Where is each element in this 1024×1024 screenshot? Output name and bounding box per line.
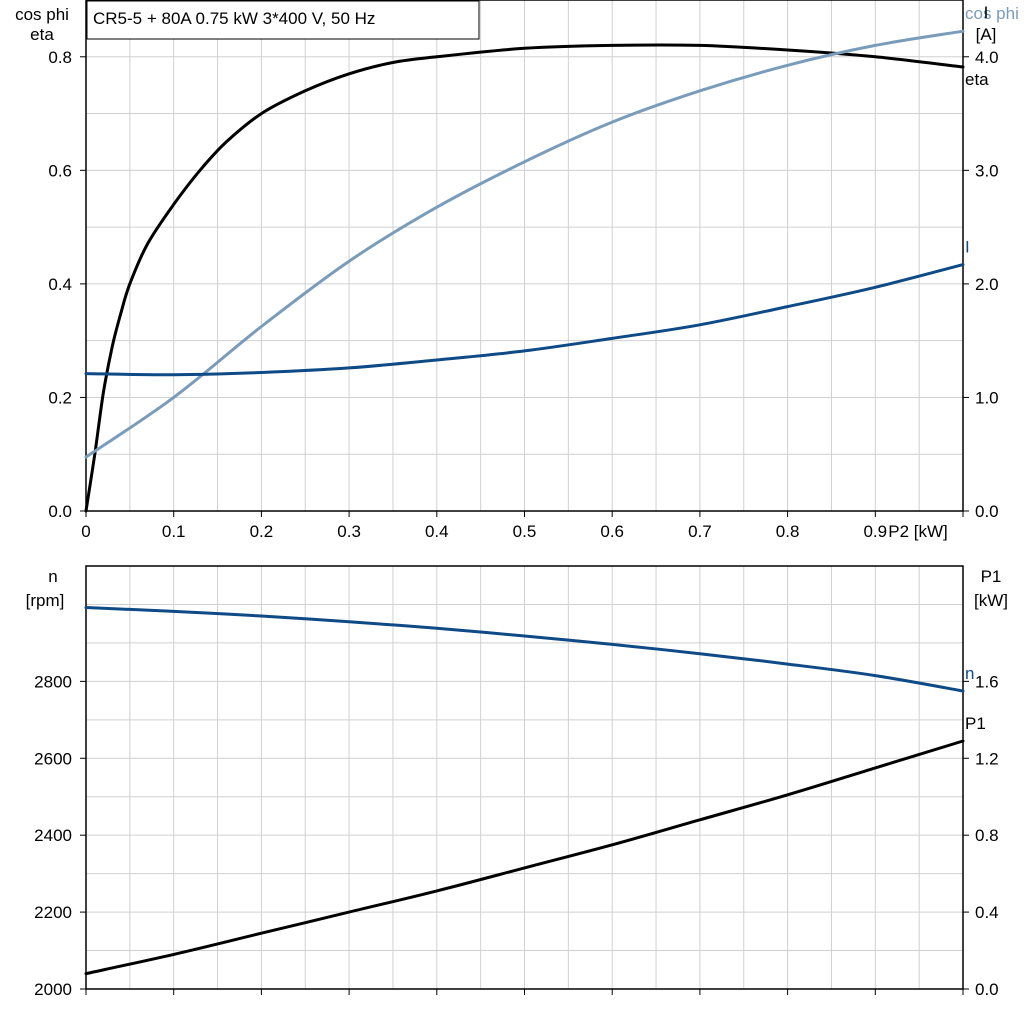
- series-label-i: I: [965, 238, 970, 257]
- right-tick-label: 0.0: [975, 502, 999, 521]
- top-panel-grid: [86, 0, 963, 511]
- right-tick-label: 0.4: [975, 903, 999, 922]
- right-tick-label: 0.0: [975, 980, 999, 999]
- right-tick-label: 2.0: [975, 275, 999, 294]
- left-tick-label: 0.8: [48, 48, 72, 67]
- bottom-panel-grid: [86, 566, 963, 989]
- curve-eta: [84, 43, 965, 513]
- bottom-left-axis-label-2: [rpm]: [26, 591, 65, 610]
- curve-cos-phi: [84, 29, 965, 459]
- bottom-right-axis-label-2: [kW]: [974, 591, 1008, 610]
- x-tick-label: 0.2: [250, 522, 274, 541]
- left-tick-label: 0.2: [48, 388, 72, 407]
- left-tick-label: 0.4: [48, 275, 72, 294]
- left-tick-label: 0.6: [48, 161, 72, 180]
- series-label-cos-phi: cos phi: [965, 4, 1019, 23]
- right-tick-label: 0.8: [975, 826, 999, 845]
- curve-i: [84, 263, 965, 377]
- right-tick-label: 3.0: [975, 161, 999, 180]
- left-tick-label: 2800: [34, 672, 72, 691]
- x-tick-label: 0.1: [162, 522, 186, 541]
- bottom-right-axis-label-1: P1: [981, 567, 1002, 586]
- right-tick-label: 4.0: [975, 48, 999, 67]
- bottom-panel-curves: n P1: [84, 606, 986, 976]
- left-tick-label: 2600: [34, 749, 72, 768]
- top-left-axis-label-2: eta: [30, 25, 54, 44]
- right-tick-label: 1.0: [975, 388, 999, 407]
- x-axis-label: P2 [kW]: [888, 522, 948, 541]
- x-tick-label: 0.8: [776, 522, 800, 541]
- top-right-axis-label-1: I: [984, 3, 989, 22]
- title-box: [86, 0, 480, 40]
- x-tick-label: 0.9: [863, 522, 887, 541]
- top-left-axis-label-1: cos phi: [15, 5, 69, 24]
- x-tick-label: 0.4: [425, 522, 449, 541]
- bottom-panel-ticks: 2000 2200 2400 2600 2800 0.0 0.4 0.8 1.2 1.6: [34, 672, 998, 999]
- right-tick-label: 1.2: [975, 749, 999, 768]
- x-tick-label: 0.5: [513, 522, 537, 541]
- curve-p1: [84, 739, 965, 976]
- series-label-eta: eta: [965, 70, 989, 89]
- x-tick-label: 0.7: [688, 522, 712, 541]
- right-tick-label: 1.6: [975, 672, 999, 691]
- x-tick-label: 0: [81, 522, 90, 541]
- x-tick-label: 0.3: [337, 522, 361, 541]
- series-label-p1: P1: [965, 714, 986, 733]
- curve-n: [84, 606, 965, 693]
- bottom-left-axis-label-1: n: [48, 567, 57, 586]
- series-label-n: n: [965, 664, 974, 683]
- left-tick-label: 2400: [34, 826, 72, 845]
- chart-title: CR5-5 + 80A 0.75 kW 3*400 V, 50 Hz: [93, 9, 375, 28]
- left-tick-label: 2200: [34, 903, 72, 922]
- left-tick-label: 2000: [34, 980, 72, 999]
- x-tick-label: 0.6: [600, 522, 624, 541]
- top-right-axis-label-2: [A]: [976, 25, 997, 44]
- left-tick-label: 0.0: [48, 502, 72, 521]
- top-panel-ticks: 0.0 0.2 0.4 0.6 0.8 0.0 1.0 2.0 3.0 4.0 0 0.1 0.2 0.3…: [48, 48, 998, 541]
